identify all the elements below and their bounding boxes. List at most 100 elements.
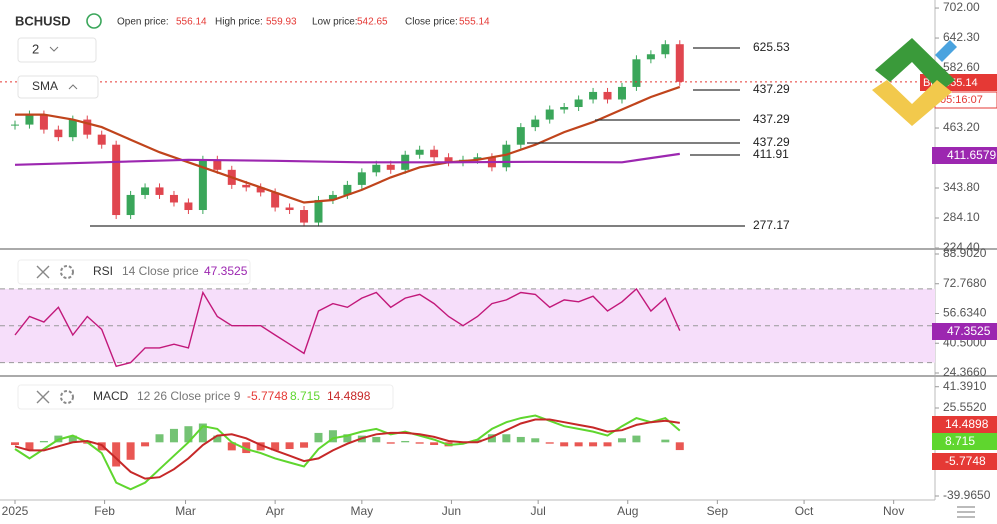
histogram-bar [271,442,280,451]
macd-value-box [932,416,997,433]
settings-icon[interactable] [60,265,74,279]
histogram-bar [661,439,670,443]
candle [646,54,655,60]
x-tick-label: Aug [617,504,638,518]
indicator-header [17,384,394,410]
histogram-bar [39,440,48,443]
logo-green [875,38,955,92]
candle [502,144,511,168]
candle [97,134,106,145]
candle [11,124,20,126]
x-tick-label: May [351,504,374,518]
indicator-text: MACD [93,389,129,403]
annotation-label: 411.91 [753,147,789,161]
candle [25,114,34,125]
histogram-bar [198,423,207,443]
histogram-bar [502,434,511,443]
indicator-chip[interactable] [17,75,99,99]
candle [54,129,63,138]
candle [39,114,48,130]
stat-value: 555.14 [459,17,490,28]
y-tick-label: 343.80 [943,180,980,194]
histogram-bar [112,442,121,467]
candle [516,127,525,145]
annotation-label: 625.53 [753,40,790,54]
candle [661,44,670,55]
indicator-text: -5.7748 [247,389,288,403]
interval-select[interactable] [17,37,97,63]
x-tick-label: Feb [94,504,115,518]
stat-value: 556.14 [176,17,207,28]
candle [386,164,395,170]
y-tick-label: 284.10 [943,210,980,224]
indicator-text: 14.4898 [327,389,371,403]
histogram-bar [603,442,612,447]
histogram-bar [126,442,135,460]
candle [213,159,222,170]
candle [473,157,482,160]
histogram-bar [11,442,20,446]
y-tick-label: 224.40 [943,240,980,254]
histogram-bar [213,435,222,443]
y-tick-label: 41.3910 [943,379,987,393]
histogram-bar [141,442,150,447]
close-icon[interactable] [36,265,50,279]
histogram-bar [531,438,540,443]
histogram-bar [560,442,569,447]
histogram-bar [184,426,193,443]
candle [285,207,294,211]
candle [300,210,309,223]
histogram-bar [155,434,164,443]
macd-value-box [932,433,997,450]
histogram-bar [487,434,496,443]
candle [545,109,554,120]
candle [531,119,540,128]
macd-value-label: 8.715 [945,434,975,448]
candle [169,194,178,203]
y-tick-label: 582.60 [943,60,980,74]
candle [675,44,684,82]
sma-value-box [932,147,997,164]
sma-line [15,85,681,204]
x-tick-label: Jun [442,504,461,518]
candle [430,149,439,158]
candle [343,184,352,195]
annotation-label: 277.17 [753,218,790,232]
histogram-bar [372,436,381,443]
sma-line [14,152,680,166]
candle [271,192,280,208]
histogram-bar [415,442,424,444]
x-tick-label: Nov [883,504,904,518]
histogram-bar [516,436,525,443]
indicator-text: 14 Close price [122,264,199,278]
y-tick-label: 88.9020 [943,246,987,260]
x-tick-label: Jul [530,504,545,518]
histogram-bar [169,428,178,443]
stat-value: 542.65 [357,17,388,28]
stat-label: High price: [215,17,263,28]
candle [560,107,569,110]
indicator-text: 47.3525 [204,264,248,278]
histogram-bar [285,442,294,450]
close-icon[interactable] [36,390,50,404]
indicator-text: 8.715 [290,389,320,403]
candle [372,164,381,173]
candle [314,199,323,223]
histogram-bar [343,434,352,443]
logo-blue [935,40,957,62]
histogram-bar [617,438,626,443]
settings-icon[interactable] [60,390,74,404]
histogram-bar [227,442,236,451]
rsi-value-box [932,323,997,340]
candle [83,119,92,135]
y-tick-label: 25.5520 [943,400,987,414]
candle [141,187,150,195]
x-tick-label: 2025 [2,504,29,518]
x-tick-label: Sep [707,504,729,518]
stat-value: 559.93 [266,17,297,28]
candle [617,86,626,100]
candle [589,91,598,100]
candle [574,99,583,108]
rsi-line [14,287,681,368]
